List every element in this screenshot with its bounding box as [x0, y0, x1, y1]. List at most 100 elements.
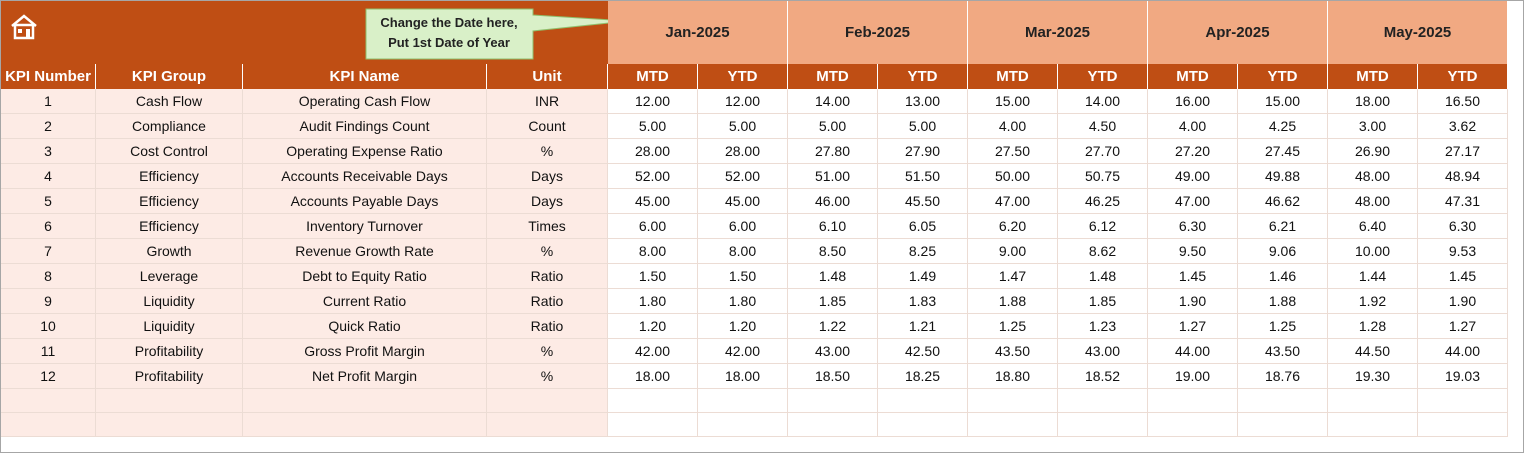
table-cell: 5.00: [878, 114, 968, 139]
table-cell: Inventory Turnover: [243, 214, 487, 239]
table-cell: 3: [1, 139, 96, 164]
table-cell: 1.47: [968, 264, 1058, 289]
table-cell: Quick Ratio: [243, 314, 487, 339]
table-cell: 9.06: [1238, 239, 1328, 264]
table-cell: 6.00: [698, 214, 788, 239]
table-cell: INR: [487, 89, 608, 114]
table-cell: Liquidity: [96, 289, 243, 314]
table-cell: 18.00: [1328, 89, 1418, 114]
table-cell: 43.00: [788, 339, 878, 364]
table-cell: 1.88: [968, 289, 1058, 314]
column-header: Unit: [487, 64, 608, 89]
table-cell: 1.90: [1148, 289, 1238, 314]
table-cell: Days: [487, 164, 608, 189]
table-cell: 1.44: [1328, 264, 1418, 289]
table-cell: 50.75: [1058, 164, 1148, 189]
table-cell: 27.90: [878, 139, 968, 164]
table-cell: Compliance: [96, 114, 243, 139]
table-cell: 1.49: [878, 264, 968, 289]
table-cell: Operating Expense Ratio: [243, 139, 487, 164]
table-cell: 8.00: [608, 239, 698, 264]
table-cell: Cash Flow: [96, 89, 243, 114]
table-cell: %: [487, 239, 608, 264]
table-cell: Profitability: [96, 364, 243, 389]
empty-cell: [608, 389, 698, 413]
table-cell: 27.70: [1058, 139, 1148, 164]
table-cell: 8.00: [698, 239, 788, 264]
table-cell: 4: [1, 164, 96, 189]
table-cell: 4.50: [1058, 114, 1148, 139]
column-header: YTD: [698, 64, 788, 89]
home-button[interactable]: [9, 13, 39, 41]
empty-cell: [698, 389, 788, 413]
table-cell: 6.30: [1148, 214, 1238, 239]
empty-cell: [243, 389, 487, 413]
table-cell: 1.48: [1058, 264, 1148, 289]
table-cell: 1.25: [1238, 314, 1328, 339]
table-cell: 12.00: [698, 89, 788, 114]
table-cell: 27.17: [1418, 139, 1508, 164]
table-cell: 45.00: [698, 189, 788, 214]
table-cell: 6.20: [968, 214, 1058, 239]
table-cell: 1.27: [1148, 314, 1238, 339]
table-cell: 1.45: [1148, 264, 1238, 289]
table-cell: 46.00: [788, 189, 878, 214]
table-cell: 42.00: [608, 339, 698, 364]
column-header: MTD: [1148, 64, 1238, 89]
empty-cell: [968, 389, 1058, 413]
table-cell: 18.80: [968, 364, 1058, 389]
table-cell: 46.62: [1238, 189, 1328, 214]
column-header: MTD: [788, 64, 878, 89]
table-cell: 15.00: [968, 89, 1058, 114]
table-cell: 51.50: [878, 164, 968, 189]
table-cell: 5.00: [788, 114, 878, 139]
table-cell: 45.50: [878, 189, 968, 214]
table-cell: 15.00: [1238, 89, 1328, 114]
table-cell: 49.88: [1238, 164, 1328, 189]
table-cell: Gross Profit Margin: [243, 339, 487, 364]
table-cell: 27.20: [1148, 139, 1238, 164]
column-header: MTD: [1328, 64, 1418, 89]
table-cell: 1.80: [608, 289, 698, 314]
column-header: MTD: [608, 64, 698, 89]
table-cell: 5.00: [608, 114, 698, 139]
table-cell: 1.85: [788, 289, 878, 314]
empty-cell: [1238, 389, 1328, 413]
table-cell: 19.00: [1148, 364, 1238, 389]
column-header: KPI Number: [1, 64, 96, 89]
empty-cell: [243, 413, 487, 437]
table-cell: 1.28: [1328, 314, 1418, 339]
table-cell: 52.00: [608, 164, 698, 189]
table-cell: 1.46: [1238, 264, 1328, 289]
table-cell: 1.92: [1328, 289, 1418, 314]
table-cell: 44.00: [1418, 339, 1508, 364]
table-cell: 6.10: [788, 214, 878, 239]
table-cell: 1.23: [1058, 314, 1148, 339]
empty-cell: [1, 413, 96, 437]
table-cell: 43.50: [968, 339, 1058, 364]
table-cell: 19.30: [1328, 364, 1418, 389]
table-cell: 27.80: [788, 139, 878, 164]
table-cell: Profitability: [96, 339, 243, 364]
callout-text: Change the Date here, Put 1st Date of Ye…: [366, 13, 532, 53]
table-cell: 1.50: [698, 264, 788, 289]
table-cell: 8: [1, 264, 96, 289]
table-cell: 42.00: [698, 339, 788, 364]
table-cell: 5: [1, 189, 96, 214]
table-cell: 14.00: [788, 89, 878, 114]
table-cell: 8.62: [1058, 239, 1148, 264]
table-cell: 1.27: [1418, 314, 1508, 339]
table-cell: 1.83: [878, 289, 968, 314]
column-header: MTD: [968, 64, 1058, 89]
table-cell: 5.00: [698, 114, 788, 139]
table-cell: 1.21: [878, 314, 968, 339]
table-cell: 18.76: [1238, 364, 1328, 389]
table-cell: 1.50: [608, 264, 698, 289]
table-cell: 1.85: [1058, 289, 1148, 314]
table-cell: 1.80: [698, 289, 788, 314]
column-header: KPI Name: [243, 64, 487, 89]
column-header: YTD: [1058, 64, 1148, 89]
table-cell: 8.25: [878, 239, 968, 264]
table-cell: 6.05: [878, 214, 968, 239]
